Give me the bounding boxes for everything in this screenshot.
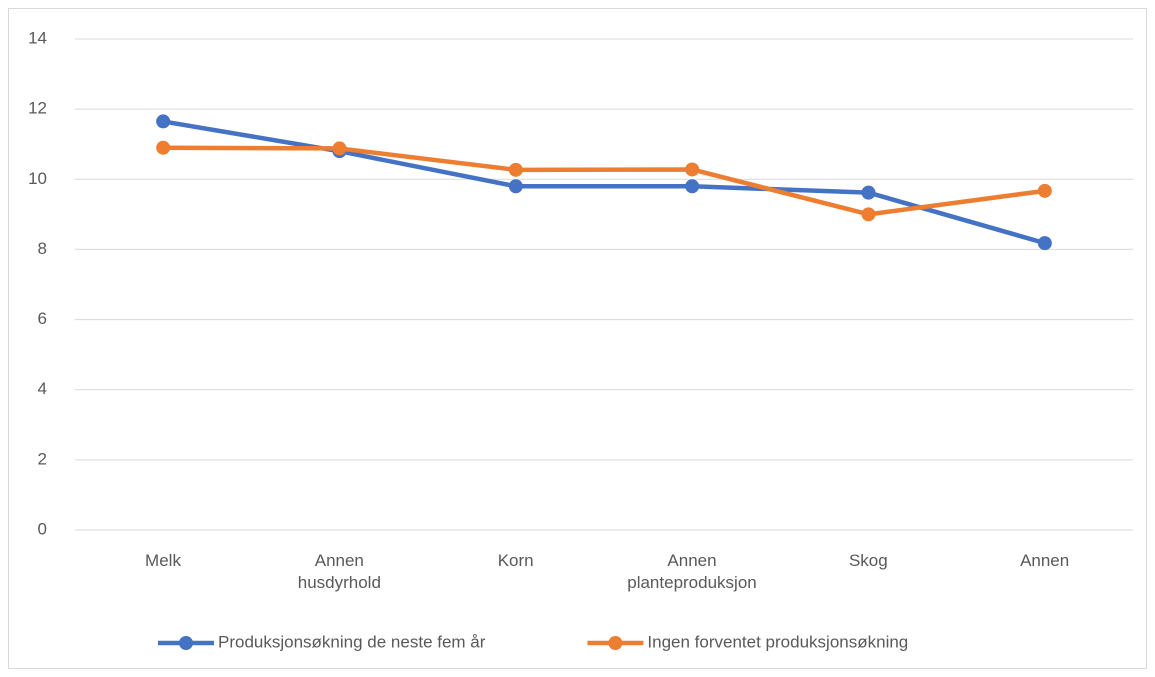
y-tick-label: 4 [38, 379, 47, 398]
x-tick-label: Korn [497, 551, 534, 570]
data-point [1037, 236, 1052, 251]
series-line [162, 119, 1046, 246]
x-tick-label: Melk [145, 551, 181, 570]
data-point [685, 162, 700, 177]
legend-marker [608, 636, 623, 650]
data-point [508, 179, 523, 194]
legend-label: Ingen forventet produksjonsøkning [647, 632, 908, 651]
x-tick-label: Annen planteproduksjon [627, 551, 757, 592]
data-point [508, 162, 523, 177]
data-point [861, 207, 876, 222]
y-tick-label: 6 [38, 309, 47, 328]
data-point [156, 114, 171, 129]
data-point [1037, 183, 1052, 198]
series-line [163, 145, 1046, 217]
x-tick-label: Skog [848, 551, 888, 570]
y-tick-label: 8 [38, 239, 47, 258]
y-tick-label: 14 [28, 28, 47, 47]
y-tick-label: 12 [28, 99, 47, 118]
y-tick-label: 2 [38, 449, 47, 468]
data-point [685, 179, 700, 194]
data-point [332, 141, 347, 156]
data-point [861, 185, 876, 200]
legend-marker [179, 636, 193, 650]
x-tick-label: Annen [1020, 551, 1070, 570]
legend-label: Produksjonsøkning de neste fem år [218, 632, 486, 651]
x-tick-label: Annen husdyrhold [297, 551, 381, 592]
y-tick-label: 0 [38, 519, 47, 538]
data-point [156, 140, 171, 155]
y-tick-label: 10 [28, 169, 47, 188]
chart-border [8, 8, 1147, 669]
